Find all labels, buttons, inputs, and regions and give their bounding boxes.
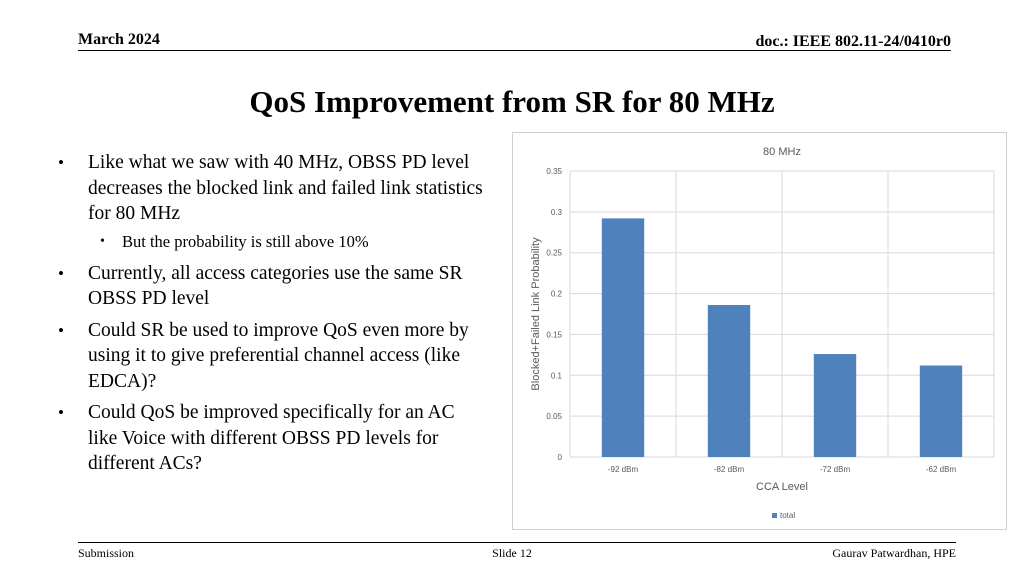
y-tick-label: 0.35 xyxy=(546,167,562,176)
bullet-icon: • xyxy=(58,403,64,422)
bar-chart: 80 MHz 0 0.05 0.1 0.15 0.2 0.25 0.3 0.35 -92 dBm -… xyxy=(512,132,1007,530)
footer-divider xyxy=(78,542,956,543)
header-date: March 2024 xyxy=(78,31,160,48)
bullet-item: • Like what we saw with 40 MHz, OBSS PD l… xyxy=(58,150,488,227)
bar xyxy=(813,354,857,457)
bullet-text: Currently, all access categories use the… xyxy=(88,262,463,310)
x-tick-label: -62 dBm xyxy=(926,465,957,474)
y-tick-label: 0.15 xyxy=(546,330,562,339)
y-tick-label: 0 xyxy=(558,453,563,462)
y-tick-label: 0.05 xyxy=(546,412,562,421)
footer-submission: Submission xyxy=(78,546,135,560)
x-axis-label: CCA Level xyxy=(756,481,808,493)
y-tick-label: 0.25 xyxy=(546,249,562,258)
bar xyxy=(601,218,645,457)
bullet-icon: • xyxy=(58,320,64,340)
bullet-item: • Could SR be used to improve QoS even mo… xyxy=(58,318,488,395)
bullet-item: • Currently, all access categories use th… xyxy=(58,261,488,312)
slide-title: QoS Improvement from SR for 80 MHz xyxy=(249,84,775,119)
y-tick-label: 0.1 xyxy=(551,371,563,380)
bar xyxy=(707,305,751,457)
chart-title: 80 MHz xyxy=(763,146,801,158)
footer-slide-number: Slide 12 xyxy=(492,546,532,560)
sub-bullet-item: • But the probability is still above 10% xyxy=(58,231,488,253)
bullet-list: • Like what we saw with 40 MHz, OBSS PD l… xyxy=(58,150,488,483)
header-divider xyxy=(78,50,951,51)
y-axis-label: Blocked+Failed Link Probability xyxy=(530,237,542,391)
footer-author: Gaurav Patwardhan, HPE xyxy=(832,546,956,560)
chart-svg: 80 MHz 0 0.05 0.1 0.15 0.2 0.25 0.3 0.35 -92 dBm -… xyxy=(530,146,995,520)
bullet-text: Could QoS be improved specifically for a… xyxy=(88,402,455,474)
legend-label: total xyxy=(780,511,795,520)
x-tick-label: -72 dBm xyxy=(820,465,851,474)
header-doc-id: doc.: IEEE 802.11-24/0410r0 xyxy=(755,33,951,50)
y-tick-label: 0.3 xyxy=(551,208,563,217)
bullet-icon: • xyxy=(100,233,105,249)
legend-swatch xyxy=(772,513,777,518)
bullet-icon: • xyxy=(58,153,64,172)
y-tick-label: 0.2 xyxy=(551,290,563,299)
bullet-text: Like what we saw with 40 MHz, OBSS PD le… xyxy=(88,152,483,224)
x-tick-label: -92 dBm xyxy=(608,465,639,474)
bullet-text: Could SR be used to improve QoS even mor… xyxy=(88,319,469,392)
bar xyxy=(919,365,963,457)
bullet-text: But the probability is still above 10% xyxy=(122,231,369,251)
x-tick-label: -82 dBm xyxy=(714,465,745,474)
bullet-item: • Could QoS be improved specifically for … xyxy=(58,400,488,477)
bullet-icon: • xyxy=(58,263,64,283)
